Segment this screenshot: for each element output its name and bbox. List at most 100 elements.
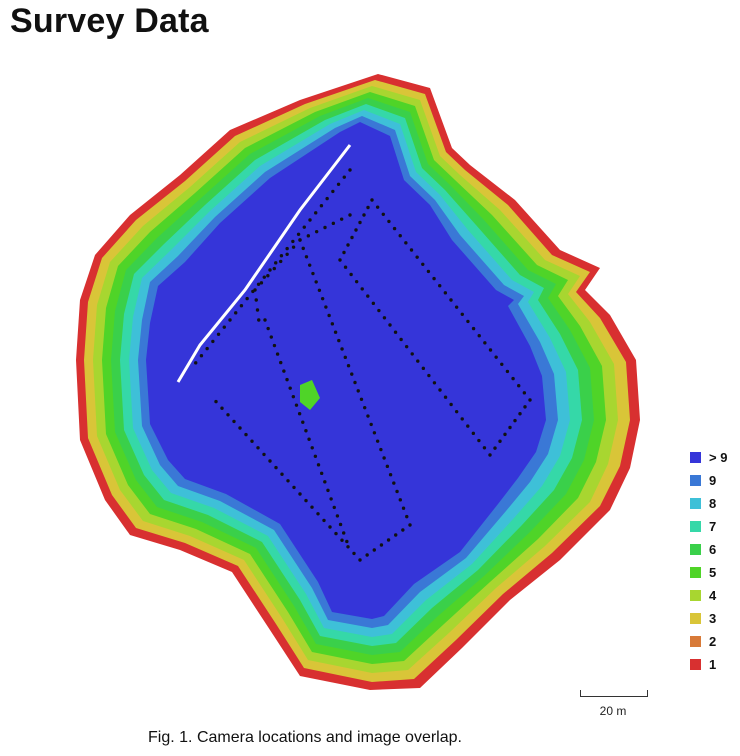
coverage-gap [176, 144, 352, 383]
camera-point [316, 463, 321, 467]
camera-point [511, 376, 515, 381]
camera-point [432, 381, 437, 385]
camera-point [326, 488, 330, 493]
camera-point [395, 489, 399, 494]
camera-point [354, 279, 359, 284]
camera-point [460, 417, 464, 421]
legend-item: 8 [690, 492, 727, 515]
camera-point [352, 551, 356, 556]
camera-point [232, 419, 236, 424]
camera-point [297, 412, 302, 416]
camera-point [234, 311, 238, 315]
camera-point [503, 432, 507, 437]
legend-swatch [690, 452, 701, 463]
camera-point [310, 505, 314, 509]
camera-point [296, 232, 301, 236]
camera-point [319, 204, 324, 208]
camera-point [291, 394, 296, 399]
camera-point [346, 545, 350, 549]
legend-item: 7 [690, 515, 727, 538]
camera-point [314, 211, 318, 215]
camera-point [211, 339, 215, 344]
camera-point [337, 338, 341, 343]
camera-point [306, 234, 311, 238]
camera-point [454, 305, 459, 309]
camera-point [483, 341, 487, 345]
camera-point [279, 360, 283, 365]
camera-point [359, 397, 364, 401]
camera-point [314, 229, 319, 234]
legend-item: 1 [690, 653, 727, 676]
camera-point [250, 439, 254, 443]
camera-point [308, 263, 312, 267]
camera-point [291, 239, 295, 244]
camera-point [319, 471, 324, 476]
camera-point [360, 287, 364, 291]
camera-point [310, 446, 314, 450]
camera-point [342, 175, 346, 179]
camera-point [471, 326, 476, 331]
camera-point [421, 262, 425, 266]
camera-point [466, 319, 470, 324]
camera-point [382, 316, 387, 320]
camera-point [409, 248, 414, 252]
camera-point [432, 276, 436, 281]
camera-point [254, 298, 258, 302]
camera-point [266, 274, 270, 278]
camera-point [268, 459, 272, 463]
camera-point [343, 265, 348, 269]
camera-point [298, 238, 302, 242]
camera-point [371, 301, 376, 306]
camera-point [369, 422, 373, 427]
overlap-legend: > 9 9 8 7 6 5 4 3 2 1 [690, 446, 727, 676]
camera-point [343, 355, 347, 360]
camera-point [443, 395, 448, 399]
camera-point [471, 431, 476, 436]
legend-label: 6 [709, 542, 717, 557]
camera-point [345, 539, 349, 544]
camera-point [220, 406, 224, 410]
camera-point [375, 205, 380, 209]
camera-point [342, 250, 346, 255]
camera-point [311, 271, 315, 276]
legend-item: 5 [690, 561, 727, 584]
camera-point [416, 359, 420, 363]
legend-swatch [690, 498, 701, 509]
camera-point [304, 498, 308, 503]
camera-point [285, 246, 289, 251]
page-title: Survey Data [10, 2, 209, 40]
camera-point [500, 362, 504, 366]
camera-point [298, 492, 302, 496]
camera-point [239, 304, 244, 308]
camera-point [460, 312, 464, 316]
camera-point [342, 531, 346, 535]
camera-point [255, 308, 260, 312]
camera-point [280, 472, 284, 476]
camera-point [370, 198, 374, 202]
overlap-zone-over-9 [146, 122, 546, 619]
camera-point [379, 543, 384, 547]
camera-point [387, 219, 391, 224]
camera-point [272, 343, 277, 348]
legend-item: > 9 [690, 446, 727, 469]
camera-point [274, 465, 278, 470]
camera-point [216, 332, 221, 336]
camera-point [328, 525, 332, 529]
camera-point [346, 243, 350, 247]
camera-point [251, 289, 255, 294]
legend-label: 7 [709, 519, 717, 534]
camera-point [317, 288, 322, 292]
camera-point [528, 398, 532, 402]
scale-bar [580, 690, 648, 697]
camera-point [308, 218, 312, 222]
camera-point [363, 405, 367, 410]
camera-point [408, 523, 412, 527]
legend-swatch [690, 590, 701, 601]
camera-point [257, 318, 261, 322]
camera-point [314, 280, 318, 284]
camera-point [338, 258, 342, 262]
legend-swatch [690, 475, 701, 486]
camera-point [488, 348, 493, 352]
camera-point [348, 213, 352, 217]
camera-point [323, 480, 327, 484]
